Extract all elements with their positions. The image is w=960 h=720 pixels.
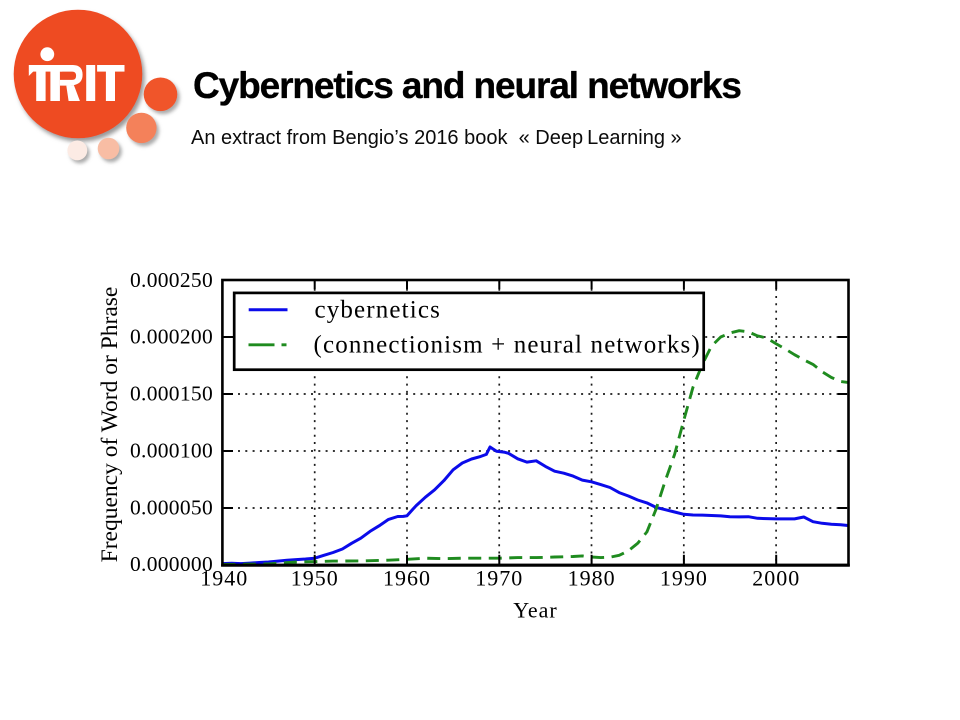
svg-text:0.000200: 0.000200	[130, 325, 213, 349]
svg-text:0.000150: 0.000150	[130, 382, 213, 406]
svg-text:(connectionism + neural networ: (connectionism + neural networks)	[314, 331, 701, 358]
svg-text:Year: Year	[513, 598, 558, 623]
svg-text:0.000250: 0.000250	[130, 268, 213, 292]
svg-text:1950: 1950	[291, 566, 339, 591]
svg-text:1980: 1980	[568, 566, 616, 591]
svg-text:1970: 1970	[475, 566, 523, 591]
svg-text:cybernetics: cybernetics	[315, 296, 441, 323]
svg-text:Frequency of Word or Phrase: Frequency of Word or Phrase	[97, 287, 123, 563]
svg-text:1940: 1940	[200, 566, 248, 591]
svg-text:0.000100: 0.000100	[130, 438, 213, 462]
svg-text:1960: 1960	[383, 566, 431, 591]
svg-text:2000: 2000	[752, 566, 800, 591]
svg-text:0.000000: 0.000000	[130, 552, 213, 576]
svg-text:0.000050: 0.000050	[130, 495, 213, 519]
svg-text:1990: 1990	[660, 566, 708, 591]
